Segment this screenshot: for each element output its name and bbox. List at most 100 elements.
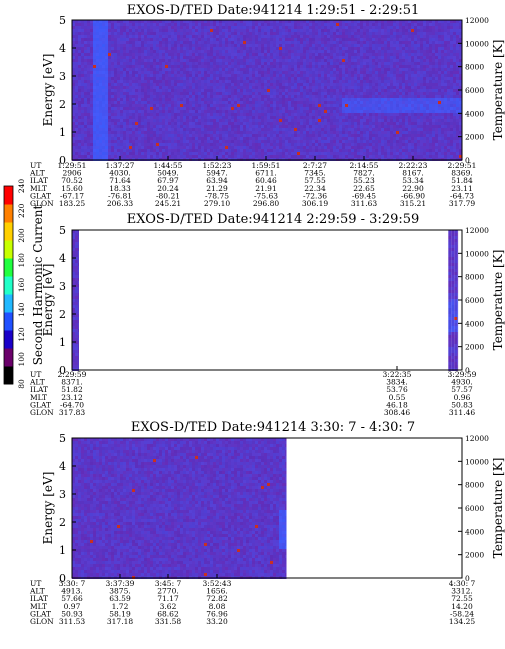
heatmap-cell bbox=[342, 110, 345, 113]
heatmap-cell bbox=[372, 137, 375, 140]
heatmap-cell bbox=[330, 38, 333, 41]
heatmap-cell bbox=[99, 32, 102, 35]
heatmap-cell bbox=[318, 134, 321, 137]
heatmap-cell bbox=[336, 137, 339, 140]
heatmap-cell bbox=[300, 44, 303, 47]
heatmap-cell bbox=[183, 98, 186, 101]
heatmap-cell bbox=[141, 98, 144, 101]
heatmap-cell bbox=[207, 80, 210, 83]
heatmap-cell bbox=[372, 110, 375, 113]
heatmap-cell bbox=[90, 104, 93, 107]
heatmap-cell bbox=[210, 65, 213, 68]
heatmap-cell bbox=[126, 26, 129, 29]
heatmap-cell bbox=[114, 134, 117, 137]
heatmap-cell bbox=[357, 89, 360, 92]
heatmap-cell bbox=[237, 98, 240, 101]
heatmap-cell bbox=[126, 56, 129, 59]
heatmap-cell bbox=[234, 98, 237, 101]
heatmap-cell bbox=[147, 86, 150, 89]
heatmap-cell bbox=[204, 83, 207, 86]
heatmap-cell bbox=[267, 47, 270, 50]
heatmap-cell bbox=[204, 107, 207, 110]
heatmap-cell bbox=[120, 41, 123, 44]
heatmap-cell bbox=[351, 98, 354, 101]
heatmap-cell bbox=[93, 62, 96, 65]
heatmap-cell bbox=[228, 101, 231, 104]
heatmap-cell bbox=[144, 20, 147, 23]
heatmap-cell bbox=[135, 62, 138, 65]
heatmap-cell bbox=[144, 47, 147, 50]
heatmap-cell bbox=[309, 113, 312, 116]
heatmap-cell bbox=[225, 32, 228, 35]
heatmap-cell bbox=[363, 110, 366, 113]
heatmap-cell bbox=[363, 107, 366, 110]
heatmap-cell bbox=[264, 56, 267, 59]
heatmap-cell bbox=[315, 95, 318, 98]
heatmap-cell bbox=[351, 83, 354, 86]
heatmap-cell bbox=[243, 155, 246, 158]
heatmap-cell bbox=[255, 20, 258, 23]
heatmap-cell bbox=[135, 71, 138, 74]
heatmap-cell bbox=[231, 77, 234, 80]
heatmap-cell bbox=[255, 47, 258, 50]
heatmap-cell bbox=[174, 80, 177, 83]
heatmap-cell bbox=[78, 50, 81, 53]
heatmap-cell bbox=[174, 134, 177, 137]
heatmap-cell bbox=[111, 47, 114, 50]
heatmap-cell bbox=[387, 137, 390, 140]
heatmap-cell bbox=[240, 56, 243, 59]
heatmap-cell bbox=[159, 98, 162, 101]
heatmap-cell bbox=[375, 53, 378, 56]
heatmap-cell bbox=[231, 20, 234, 23]
heatmap-cell bbox=[378, 26, 381, 29]
heatmap-cell bbox=[243, 125, 246, 128]
heatmap-cell bbox=[330, 41, 333, 44]
heatmap-cell bbox=[189, 86, 192, 89]
heatmap-cell bbox=[324, 53, 327, 56]
heatmap-cell bbox=[87, 71, 90, 74]
heatmap-cell bbox=[339, 74, 342, 77]
heatmap-cell bbox=[123, 23, 126, 26]
heatmap-cell bbox=[183, 80, 186, 83]
heatmap-cell bbox=[84, 98, 87, 101]
heatmap-cell bbox=[363, 38, 366, 41]
heatmap-cell bbox=[201, 32, 204, 35]
heatmap-cell bbox=[327, 62, 330, 65]
heatmap-cell bbox=[285, 59, 288, 62]
heatmap-cell bbox=[204, 98, 207, 101]
heatmap-cell bbox=[312, 131, 315, 134]
heatmap-cell bbox=[357, 122, 360, 125]
heatmap-cell bbox=[354, 155, 357, 158]
heatmap-cell bbox=[219, 122, 222, 125]
heatmap-cell bbox=[195, 83, 198, 86]
heatmap-cell bbox=[111, 152, 114, 155]
heatmap-cell bbox=[375, 86, 378, 89]
heatmap-cell bbox=[138, 80, 141, 83]
heatmap-cell bbox=[129, 44, 132, 47]
heatmap-cell bbox=[114, 149, 117, 152]
heatmap-cell bbox=[378, 71, 381, 74]
heatmap-cell bbox=[381, 116, 384, 119]
heatmap-cell bbox=[234, 74, 237, 77]
heatmap-cell bbox=[354, 56, 357, 59]
heatmap-cell bbox=[168, 68, 171, 71]
heatmap-cell bbox=[189, 38, 192, 41]
heatmap-cell bbox=[264, 62, 267, 65]
heatmap-cell bbox=[273, 134, 276, 137]
heatmap-cell bbox=[333, 119, 336, 122]
heatmap-cell bbox=[198, 65, 201, 68]
heatmap-cell bbox=[150, 104, 153, 107]
heatmap-cell bbox=[180, 83, 183, 86]
heatmap-cell bbox=[255, 137, 258, 140]
heatmap-cell bbox=[135, 140, 138, 143]
heatmap-cell bbox=[276, 53, 279, 56]
heatmap-cell bbox=[204, 89, 207, 92]
heatmap-cell bbox=[87, 89, 90, 92]
heatmap-cell bbox=[348, 101, 351, 104]
heatmap-cell bbox=[96, 77, 99, 80]
heatmap-cell bbox=[342, 80, 345, 83]
heatmap-cell bbox=[135, 38, 138, 41]
heatmap-cell bbox=[249, 50, 252, 53]
heatmap-cell bbox=[306, 137, 309, 140]
heatmap-cell bbox=[240, 62, 243, 65]
